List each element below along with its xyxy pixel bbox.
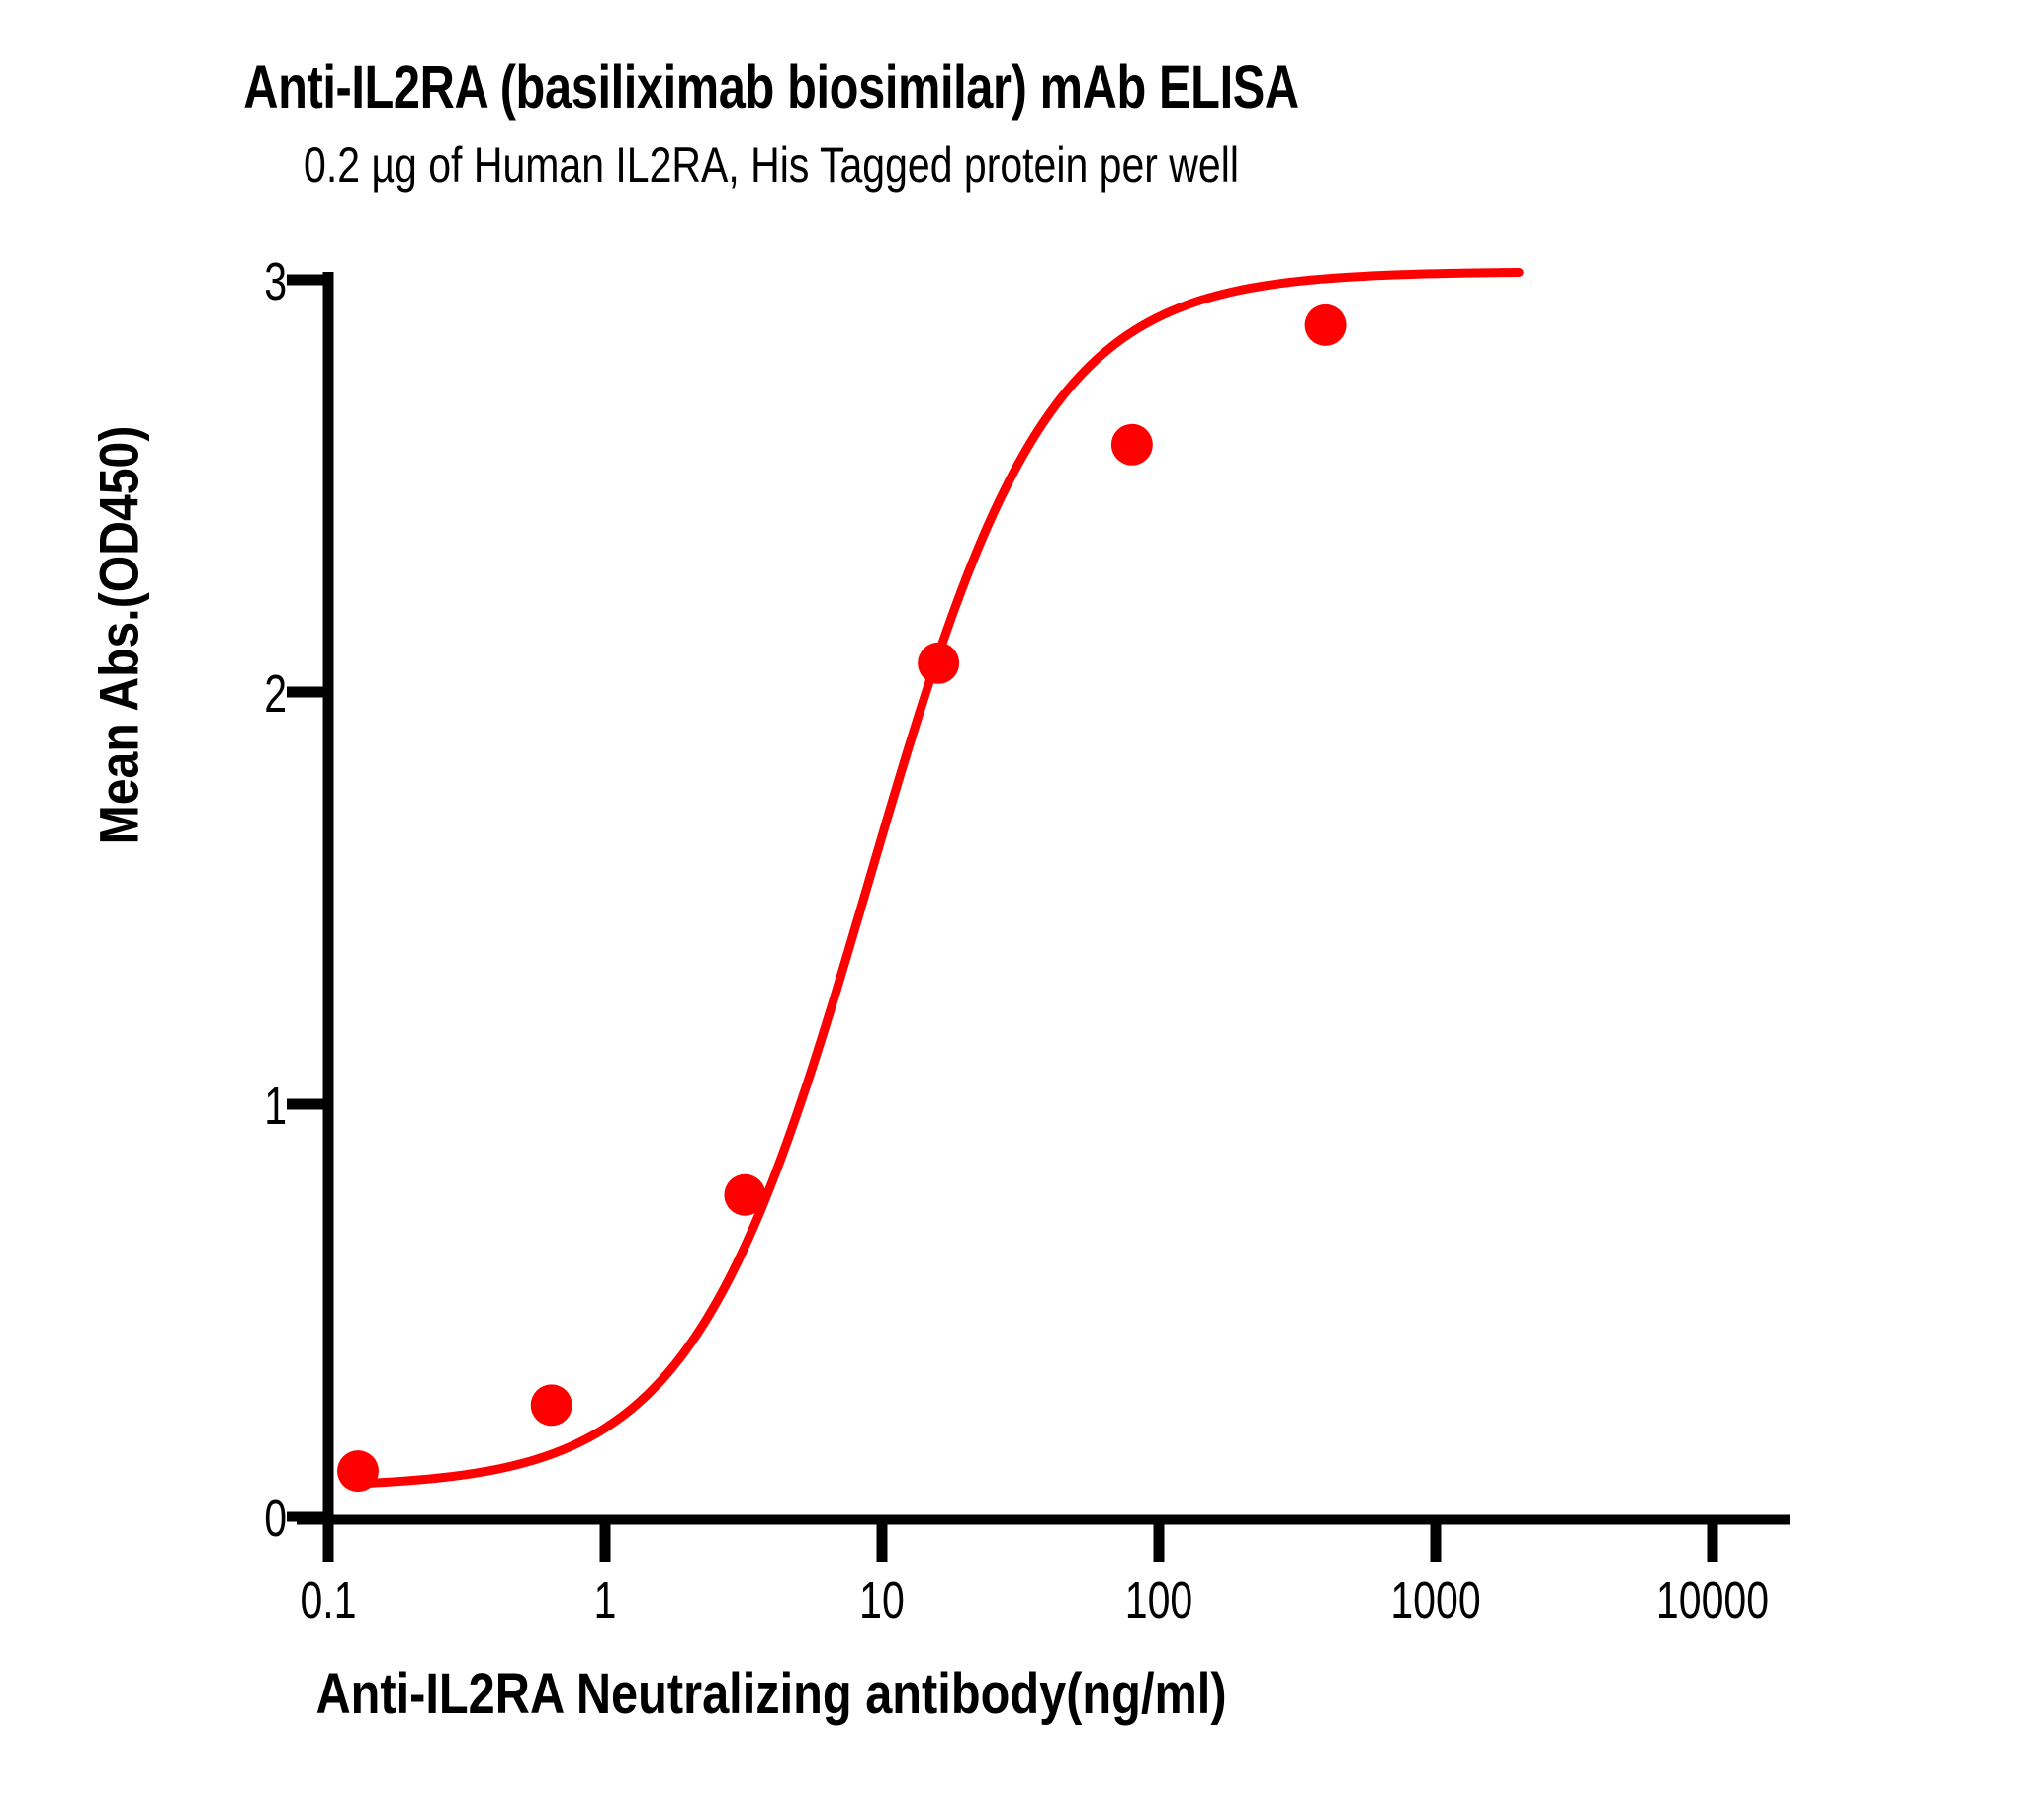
chart-subtitle: 0.2 µg of Human IL2RA, His Tagged protei… <box>304 137 1239 193</box>
fit-curve <box>353 267 1524 1489</box>
data-point <box>1304 303 1347 346</box>
data-point <box>918 642 960 684</box>
y-tick-marks <box>287 274 328 1522</box>
x-tick-label-100: 100 <box>1124 1571 1193 1630</box>
x-tick-marks <box>322 1519 1718 1562</box>
data-point <box>724 1173 766 1216</box>
y-tick-label-1: 1 <box>264 1077 287 1136</box>
y-tick-label-0: 0 <box>264 1489 287 1548</box>
axes-lines <box>297 272 1790 1542</box>
data-point <box>530 1384 572 1427</box>
chart-title: Anti-IL2RA (basiliximab biosimilar) mAb … <box>243 53 1299 121</box>
y-tick-label-3: 3 <box>264 252 287 311</box>
data-point <box>1110 423 1153 466</box>
data-point <box>337 1450 380 1493</box>
x-tick-label-0.1: 0.1 <box>300 1571 357 1630</box>
x-tick-label-10000: 10000 <box>1655 1571 1770 1630</box>
x-tick-label-1: 1 <box>593 1571 617 1630</box>
x-tick-label-1000: 1000 <box>1390 1571 1481 1630</box>
x-tick-label-10: 10 <box>859 1571 905 1630</box>
y-tick-label-2: 2 <box>264 664 287 724</box>
x-axis-label: Anti-IL2RA Neutralizing antibody(ng/ml) <box>315 1662 1227 1726</box>
data-point-group <box>337 303 1347 1493</box>
